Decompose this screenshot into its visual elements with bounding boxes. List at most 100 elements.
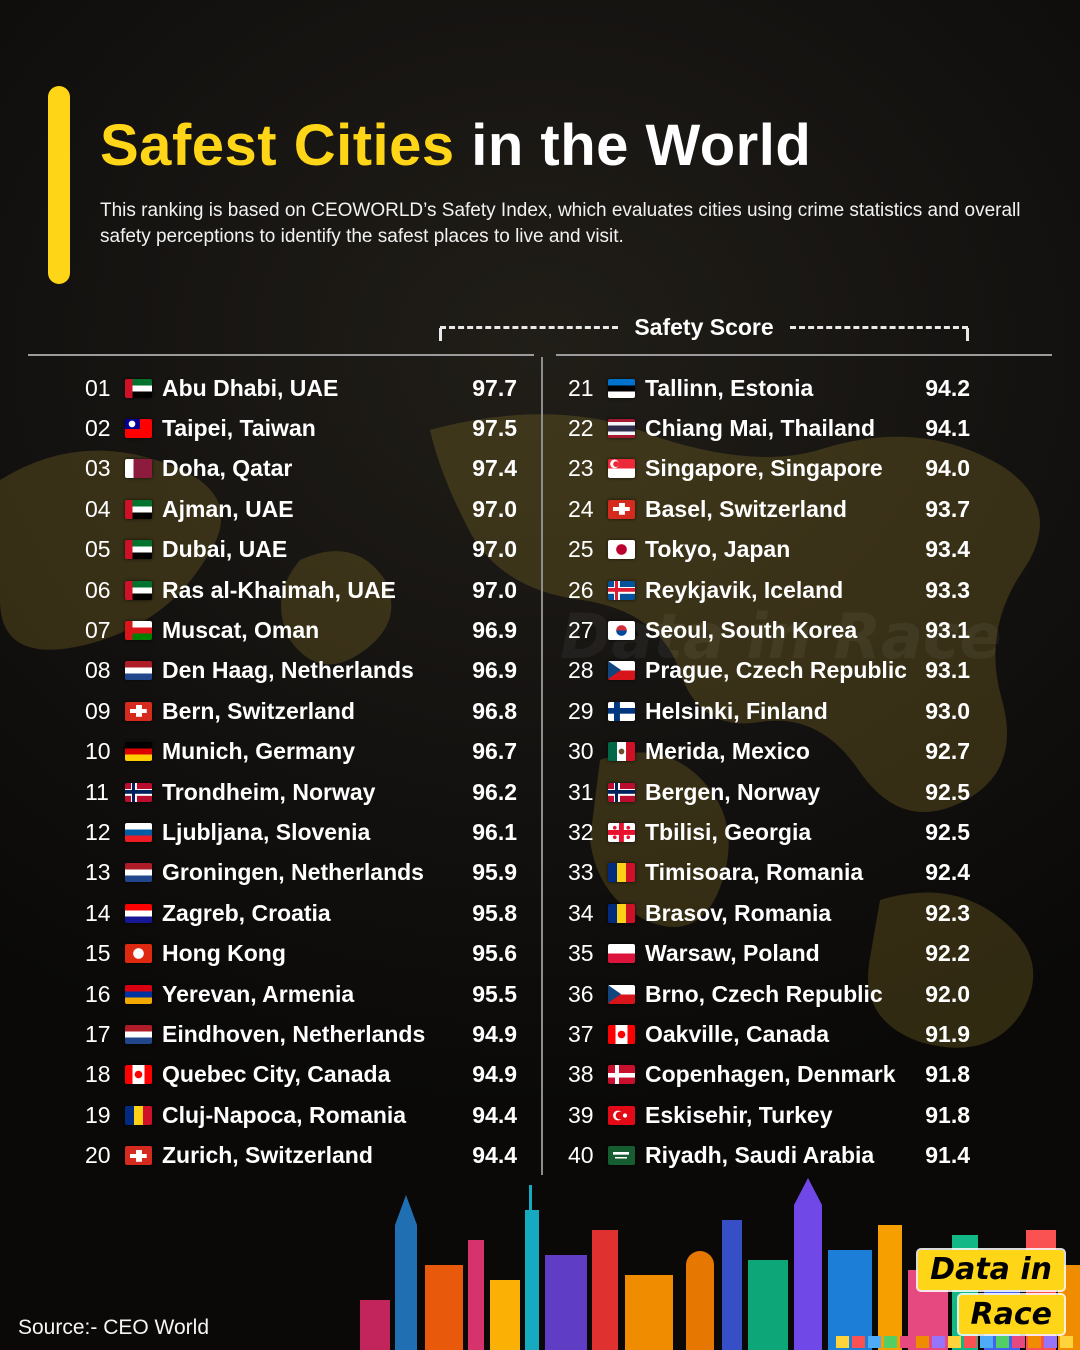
- flag-icon-romania: [608, 903, 635, 923]
- ranking-row: 10 Munich, Germany 96.7: [85, 732, 517, 772]
- flag-icon-armenia: [125, 984, 152, 1004]
- safety-score: 96.7: [472, 738, 517, 765]
- flag-icon-uae: [125, 540, 152, 560]
- flag-icon-thailand: [608, 419, 635, 439]
- city-name: Ljubljana, Slovenia: [162, 818, 371, 845]
- ranking-row: 22 Chiang Mai, Thailand 94.1: [568, 408, 970, 448]
- flag-icon-germany: [125, 742, 152, 762]
- rank-number: 03: [85, 455, 111, 482]
- safety-score: 95.6: [472, 940, 517, 967]
- rank-number: 27: [568, 617, 594, 644]
- city-name: Abu Dhabi, UAE: [162, 374, 339, 401]
- flag-icon-switzerland: [125, 701, 152, 721]
- city-name: Cluj-Napoca, Romania: [162, 1101, 407, 1128]
- safety-score-header: Safety Score: [438, 314, 970, 341]
- safety-score: 94.1: [925, 415, 970, 442]
- flag-icon-iceland: [608, 580, 635, 600]
- rank-number: 18: [85, 1061, 111, 1088]
- city-name: Zagreb, Croatia: [162, 899, 331, 926]
- rank-number: 40: [568, 1142, 594, 1169]
- flag-icon-netherlands: [125, 661, 152, 681]
- safety-score: 92.5: [925, 818, 970, 845]
- ranking-row: 37 Oakville, Canada 91.9: [568, 1014, 970, 1054]
- rank-number: 26: [568, 576, 594, 603]
- flag-icon-denmark: [608, 1065, 635, 1085]
- safety-score: 97.4: [472, 455, 517, 482]
- flag-icon-netherlands: [125, 863, 152, 883]
- rank-number: 33: [568, 859, 594, 886]
- flag-icon-netherlands: [125, 1024, 152, 1044]
- city-name: Taipei, Taiwan: [162, 415, 316, 442]
- city-name: Bern, Switzerland: [162, 697, 355, 724]
- safety-score: 94.9: [472, 1020, 517, 1047]
- safety-score: 92.0: [925, 980, 970, 1007]
- rank-number: 01: [85, 374, 111, 401]
- ranking-row: 36 Brno, Czech Republic 92.0: [568, 974, 970, 1014]
- rank-number: 30: [568, 738, 594, 765]
- city-name: Bergen, Norway: [645, 778, 821, 805]
- flag-icon-slovenia: [125, 822, 152, 842]
- city-name: Doha, Qatar: [162, 455, 293, 482]
- rank-number: 37: [568, 1020, 594, 1047]
- safety-score: 92.2: [925, 940, 970, 967]
- rank-number: 24: [568, 495, 594, 522]
- ranking-row: 35 Warsaw, Poland 92.2: [568, 933, 970, 973]
- city-name: Timisoara, Romania: [645, 859, 864, 886]
- safety-score: 93.0: [925, 697, 970, 724]
- source-credit: Source:- CEO World: [18, 1316, 209, 1339]
- flag-icon-southkorea: [608, 621, 635, 641]
- dashed-line-left: [438, 326, 619, 341]
- flag-icon-canada: [125, 1065, 152, 1085]
- safety-score: 91.8: [925, 1061, 970, 1088]
- flag-icon-finland: [608, 701, 635, 721]
- city-name: Merida, Mexico: [645, 738, 810, 765]
- safety-score: 93.1: [925, 617, 970, 644]
- header-rule-right: [556, 354, 1052, 356]
- city-name: Oakville, Canada: [645, 1020, 830, 1047]
- city-name: Tbilisi, Georgia: [645, 818, 812, 845]
- safety-score: 91.8: [925, 1101, 970, 1128]
- safety-score: 95.8: [472, 899, 517, 926]
- city-name: Prague, Czech Republic: [645, 657, 906, 684]
- ranking-row: 32 Tbilisi, Georgia 92.5: [568, 812, 970, 852]
- safety-score: 92.3: [925, 899, 970, 926]
- ranking-row: 30 Merida, Mexico 92.7: [568, 732, 970, 772]
- safety-score: 94.0: [925, 455, 970, 482]
- city-name: Tokyo, Japan: [645, 536, 791, 563]
- rank-number: 16: [85, 980, 111, 1007]
- page-title: Safest Cities in the World: [100, 112, 811, 179]
- ranking-row: 26 Reykjavik, Iceland 93.3: [568, 570, 970, 610]
- city-name: Hong Kong: [162, 940, 286, 967]
- flag-icon-qatar: [125, 459, 152, 479]
- ranking-row: 38 Copenhagen, Denmark 91.8: [568, 1055, 970, 1095]
- flag-icon-turkey: [608, 1105, 635, 1125]
- title-accent-bar: [48, 86, 70, 284]
- ranking-row: 07 Muscat, Oman 96.9: [85, 610, 517, 650]
- flag-icon-saudi: [608, 1146, 635, 1166]
- page-title-rest: in the World: [454, 113, 812, 178]
- flag-icon-mexico: [608, 742, 635, 762]
- ranking-row: 01 Abu Dhabi, UAE 97.7: [85, 368, 517, 408]
- safety-score: 93.7: [925, 495, 970, 522]
- flag-icon-uae: [125, 499, 152, 519]
- rank-number: 08: [85, 657, 111, 684]
- flag-icon-uae: [125, 580, 152, 600]
- rank-number: 17: [85, 1020, 111, 1047]
- rank-number: 23: [568, 455, 594, 482]
- city-name: Quebec City, Canada: [162, 1061, 391, 1088]
- flag-icon-japan: [608, 540, 635, 560]
- ranking-row: 27 Seoul, South Korea 93.1: [568, 610, 970, 650]
- city-name: Yerevan, Armenia: [162, 980, 355, 1007]
- city-name: Muscat, Oman: [162, 617, 320, 644]
- ranking-row: 28 Prague, Czech Republic 93.1: [568, 651, 970, 691]
- safety-score: 96.2: [472, 778, 517, 805]
- safety-score: 97.0: [472, 576, 517, 603]
- city-name: Basel, Switzerland: [645, 495, 847, 522]
- flag-icon-singapore: [608, 459, 635, 479]
- safety-score: 95.5: [472, 980, 517, 1007]
- rank-number: 38: [568, 1061, 594, 1088]
- city-name: Brno, Czech Republic: [645, 980, 883, 1007]
- ranking-row: 39 Eskisehir, Turkey 91.8: [568, 1095, 970, 1135]
- safety-score: 96.9: [472, 617, 517, 644]
- safety-score: 97.5: [472, 415, 517, 442]
